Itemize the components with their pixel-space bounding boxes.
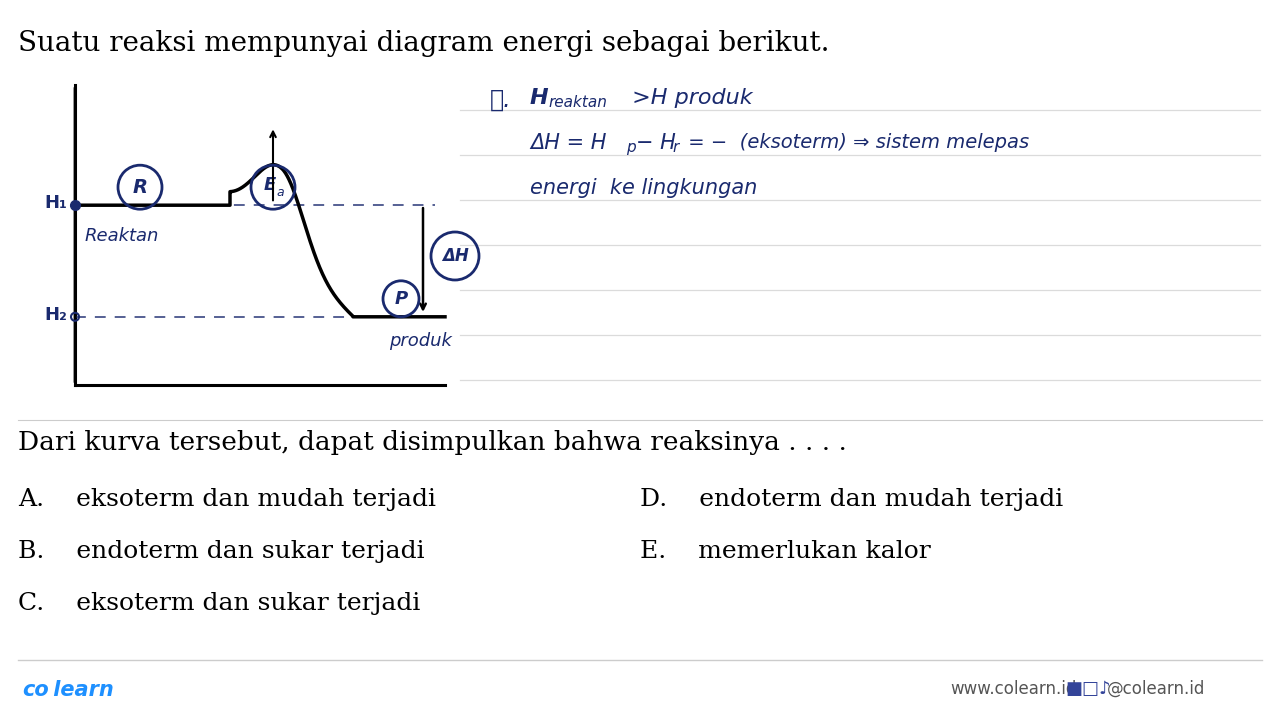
Text: ΔH = H: ΔH = H xyxy=(530,133,607,153)
Text: A.    eksoterm dan mudah terjadi: A. eksoterm dan mudah terjadi xyxy=(18,488,436,511)
Text: reaktan: reaktan xyxy=(548,95,607,110)
Text: @colearn.id: @colearn.id xyxy=(1107,680,1206,698)
Text: p: p xyxy=(626,140,636,155)
Text: = −  (eksoterm) ⇒ sistem melepas: = − (eksoterm) ⇒ sistem melepas xyxy=(682,133,1029,152)
Text: energi  ke lingkungan: energi ke lingkungan xyxy=(530,178,758,198)
Text: produk: produk xyxy=(389,332,452,350)
Text: Reaktan: Reaktan xyxy=(84,228,160,246)
Text: ⓞ.: ⓞ. xyxy=(490,88,512,112)
Text: Dari kurva tersebut, dapat disimpulkan bahwa reaksinya . . . .: Dari kurva tersebut, dapat disimpulkan b… xyxy=(18,430,847,455)
Text: R: R xyxy=(133,178,147,197)
Text: Suatu reaksi mempunyai diagram energi sebagai berikut.: Suatu reaksi mempunyai diagram energi se… xyxy=(18,30,829,57)
Text: E.    memerlukan kalor: E. memerlukan kalor xyxy=(640,540,931,563)
Text: H₁: H₁ xyxy=(44,194,67,212)
Text: co: co xyxy=(22,680,49,700)
Text: ΔH: ΔH xyxy=(442,247,468,265)
Text: learn: learn xyxy=(46,680,114,700)
Text: H₂: H₂ xyxy=(44,306,67,324)
Text: E: E xyxy=(264,176,276,194)
Text: r: r xyxy=(672,140,678,155)
Text: P: P xyxy=(394,289,407,308)
Text: >H produk: >H produk xyxy=(625,88,753,108)
Text: ■□♪: ■□♪ xyxy=(1065,680,1111,698)
Text: C.    eksoterm dan sukar terjadi: C. eksoterm dan sukar terjadi xyxy=(18,592,420,615)
Text: a: a xyxy=(276,186,284,199)
Text: D.    endoterm dan mudah terjadi: D. endoterm dan mudah terjadi xyxy=(640,488,1064,511)
Text: − H: − H xyxy=(636,133,676,153)
Text: H: H xyxy=(530,88,549,108)
Text: B.    endoterm dan sukar terjadi: B. endoterm dan sukar terjadi xyxy=(18,540,425,563)
Text: www.colearn.id: www.colearn.id xyxy=(950,680,1076,698)
